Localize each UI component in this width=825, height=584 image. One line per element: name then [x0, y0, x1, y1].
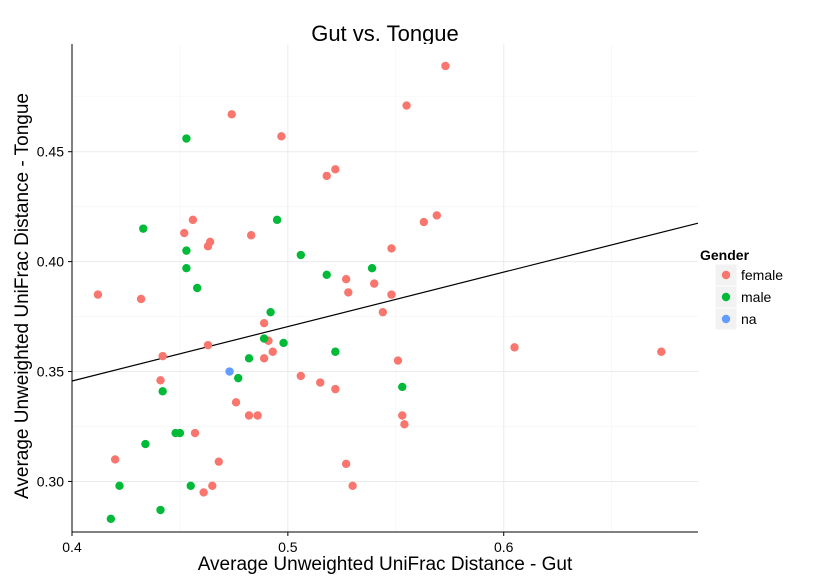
data-point-male: [141, 439, 150, 449]
data-point-female: [296, 371, 306, 381]
data-point-female: [244, 411, 254, 420]
legend-label-na: na: [741, 311, 757, 327]
legend-swatch-female: [721, 270, 731, 280]
data-point-male: [115, 481, 124, 491]
data-point-female: [400, 420, 409, 429]
data-point-male: [106, 514, 116, 524]
data-point-male: [296, 250, 306, 260]
data-point-female: [203, 340, 213, 350]
data-point-female: [110, 455, 120, 464]
y-axis-ticks: 0.30 0.35 0.40 0.45: [37, 144, 72, 489]
data-point-female: [156, 376, 165, 385]
data-point-female: [93, 290, 103, 299]
data-point-female: [158, 351, 167, 361]
y-tick-label: 0.35: [37, 364, 64, 380]
data-point-na: [225, 367, 234, 376]
data-point-male: [367, 264, 377, 273]
legend-swatch-na: [721, 314, 731, 324]
legend-label-female: female: [741, 267, 783, 283]
data-point-male: [279, 338, 288, 348]
data-point-female: [208, 481, 217, 491]
x-tick-label: 0.4: [62, 539, 82, 555]
data-point-female: [259, 354, 269, 363]
minor-gridlines: [72, 44, 698, 532]
data-point-female: [180, 228, 189, 238]
data-point-male: [322, 270, 331, 280]
data-point-female: [246, 231, 256, 240]
legend-title: Gender: [700, 247, 750, 263]
data-point-female: [419, 217, 429, 227]
data-point-female: [227, 110, 236, 119]
data-point-female: [199, 488, 208, 497]
data-point-female: [348, 481, 357, 491]
legend: Gender female male na: [700, 247, 783, 331]
data-point-female: [231, 398, 241, 407]
data-point-male: [272, 215, 282, 225]
data-point-female: [316, 378, 325, 387]
data-point-female: [344, 288, 353, 297]
data-point-female: [393, 356, 403, 365]
data-point-male: [234, 373, 243, 383]
data-point-female: [341, 275, 351, 284]
data-point-female: [432, 211, 442, 220]
plot-background: [72, 44, 698, 532]
data-point-female: [341, 459, 351, 469]
data-point-female: [259, 318, 269, 328]
x-tick-label: 0.6: [494, 539, 514, 555]
plot-panel: [71, 44, 699, 533]
chart-title: Gut vs. Tongue: [311, 21, 459, 46]
data-point-female: [441, 61, 450, 71]
data-point-male: [158, 387, 167, 396]
data-point-female: [188, 215, 198, 225]
data-point-male: [182, 134, 191, 143]
data-point-female: [322, 171, 331, 181]
major-gridlines: [71, 44, 698, 532]
data-point-female: [510, 343, 519, 352]
data-point-female: [370, 279, 379, 288]
data-point-male: [331, 347, 340, 356]
data-point-female: [214, 457, 223, 466]
data-point-female: [387, 290, 396, 299]
y-tick-label: 0.30: [37, 473, 64, 489]
legend-swatch-male: [721, 292, 731, 302]
x-axis-title: Average Unweighted UniFrac Distance - Gu…: [198, 554, 573, 575]
y-tick-label: 0.45: [37, 144, 64, 160]
data-point-female: [253, 411, 262, 420]
data-point-female: [378, 307, 388, 317]
y-tick-label: 0.40: [37, 254, 64, 270]
data-point-female: [398, 411, 407, 420]
data-point-male: [186, 481, 195, 491]
data-point-male: [171, 428, 180, 438]
data-point-female: [331, 165, 340, 174]
data-point-male: [266, 307, 275, 317]
data-point-male: [139, 224, 148, 233]
x-axis-ticks: 0.4 0.5 0.6: [62, 532, 514, 555]
data-point-female: [268, 347, 277, 356]
data-point-female: [387, 244, 396, 253]
data-points: [93, 61, 666, 524]
data-point-male: [182, 246, 191, 255]
y-axis-title: Average Unweighted UniFrac Distance - To…: [12, 93, 33, 499]
data-point-female: [657, 347, 666, 356]
regression-line: [71, 222, 699, 382]
data-point-female: [331, 384, 340, 394]
data-point-female: [136, 294, 146, 304]
data-point-male: [398, 382, 407, 392]
x-tick-label: 0.5: [278, 539, 298, 555]
data-point-female: [203, 242, 213, 251]
data-point-female: [277, 132, 286, 141]
legend-label-male: male: [741, 289, 772, 305]
data-point-male: [182, 264, 191, 273]
data-point-female: [190, 428, 200, 438]
data-point-male: [193, 283, 202, 293]
data-point-male: [259, 334, 269, 343]
data-point-male: [156, 505, 165, 515]
data-point-male: [244, 354, 254, 363]
data-point-female: [402, 101, 411, 110]
